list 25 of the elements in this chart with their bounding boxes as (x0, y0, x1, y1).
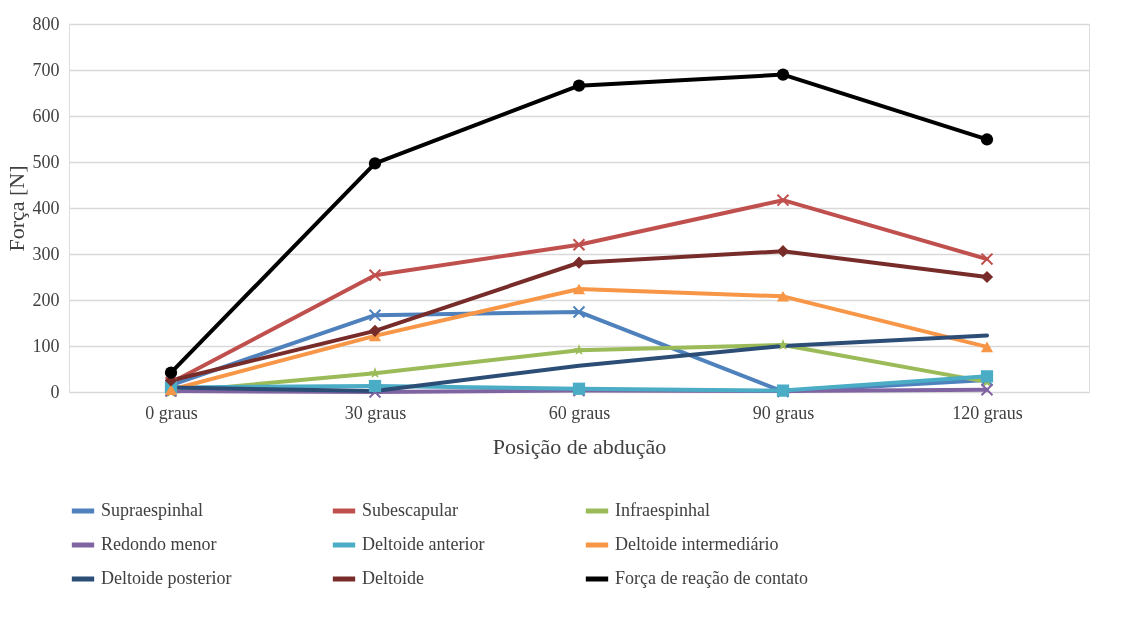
legend-label: Subescapular (362, 500, 458, 520)
legend-label: Deltoide (362, 568, 424, 588)
y-tick-label: 400 (32, 197, 60, 218)
x-tick-label: 90 graus (752, 402, 815, 423)
x-tick-label: 120 graus (952, 402, 1023, 423)
y-tick-label: 600 (32, 105, 60, 126)
y-tick-label: 500 (32, 151, 60, 172)
x-tick-label: 30 graus (344, 402, 407, 423)
y-tick-label: 800 (32, 13, 60, 34)
legend-label: Deltoide anterior (362, 534, 485, 554)
y-axis-title: Força [N] (3, 165, 29, 252)
y-tick-label: 700 (32, 59, 60, 80)
legend-label: Supraespinhal (101, 500, 203, 520)
legend-label: Infraespinhal (615, 500, 710, 520)
x-tick-label: 0 graus (145, 402, 198, 423)
legend-label: Força de reação de contato (615, 568, 808, 588)
legend-label: Deltoide intermediário (615, 534, 779, 554)
x-tick-label: 60 graus (548, 402, 611, 423)
y-tick-label: 300 (32, 243, 60, 264)
x-axis-title: Posição de abdução (492, 433, 667, 459)
legend-label: Redondo menor (101, 534, 217, 554)
y-tick-label: 100 (32, 335, 60, 356)
legend-label: Deltoide posterior (101, 568, 232, 588)
y-tick-label: 200 (32, 289, 60, 310)
y-tick-label: 0 (50, 381, 60, 402)
